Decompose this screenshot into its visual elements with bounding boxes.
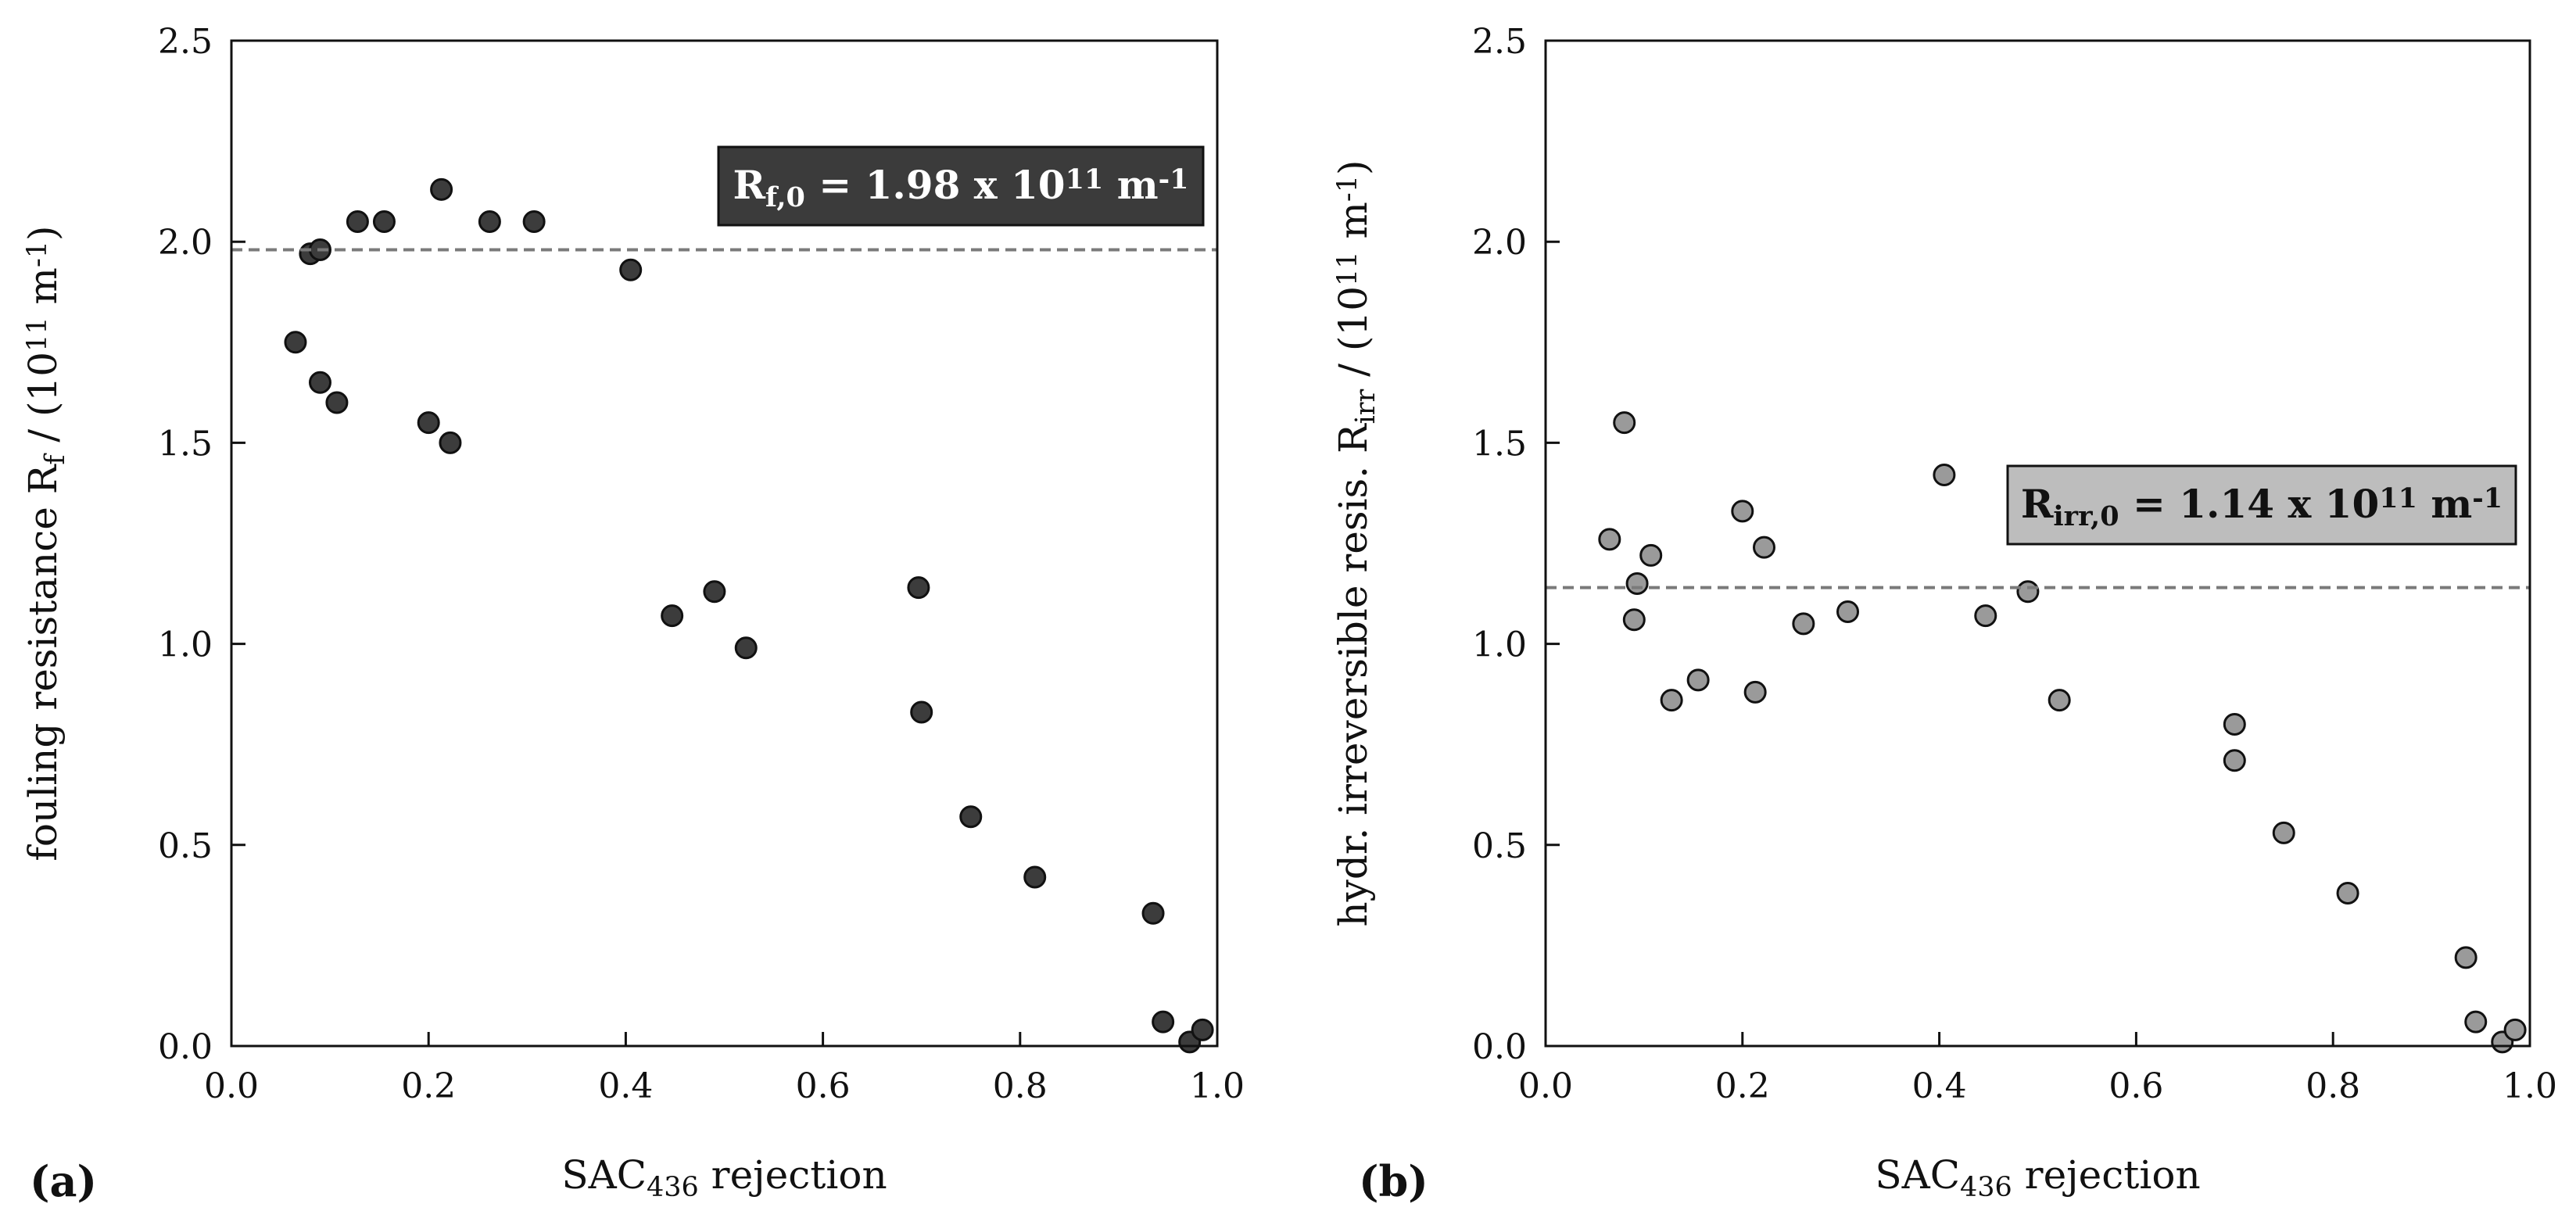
data-point xyxy=(2223,749,2246,772)
data-point xyxy=(430,177,453,201)
x-tick-label: 0.2 xyxy=(401,1066,456,1106)
panel-a-ticks: 0.0 0.2 0.4 0.6 0.8 1.0 0.0 0.5 1.0 1.5 2.0 2.5 xyxy=(158,22,1245,1106)
data-point xyxy=(1622,608,1646,632)
panel-b-x-axis-label: SAC436 rejection xyxy=(1875,1152,2200,1203)
x-tick-label: 0.4 xyxy=(598,1066,653,1106)
panel-a-reference-label: Rf,0 = 1.98 x 1011 m-1 xyxy=(733,162,1188,213)
data-point xyxy=(2503,1018,2527,1041)
data-point xyxy=(2336,882,2359,905)
data-point xyxy=(1152,1010,1175,1034)
x-tick-label: 1.0 xyxy=(2503,1066,2557,1106)
data-point xyxy=(1933,464,1956,487)
panel-a-label: (a) xyxy=(30,1156,97,1206)
x-tick-label: 0.8 xyxy=(2306,1066,2360,1106)
panel-a-reference-box xyxy=(717,145,1205,227)
data-point xyxy=(2464,1010,2488,1034)
data-point xyxy=(522,210,546,233)
panel-a: 0.0 0.2 0.4 0.6 0.8 1.0 0.0 0.5 1.0 1.5 2.0 2.5 Rf,… xyxy=(20,22,1245,1206)
y-tick-label: 0.5 xyxy=(158,826,213,866)
y-tick-label: 2.5 xyxy=(1472,22,1527,62)
data-point xyxy=(1141,901,1165,925)
panel-b-y-axis-label: hydr. irreversible resis. Rirr / (1011 m… xyxy=(1331,159,1381,926)
data-point xyxy=(284,331,307,354)
data-point xyxy=(346,210,369,233)
data-point xyxy=(1660,689,1683,712)
data-point xyxy=(2016,580,2040,604)
data-point xyxy=(703,580,726,604)
x-tick-label: 0.6 xyxy=(2108,1066,2163,1106)
y-tick-label: 2.0 xyxy=(158,223,213,263)
panel-a-x-axis-label: SAC436 rejection xyxy=(561,1152,887,1203)
panel-b-label: (b) xyxy=(1359,1156,1428,1206)
data-point xyxy=(1639,543,1663,567)
data-point xyxy=(478,210,501,233)
data-point xyxy=(1743,680,1767,704)
y-tick-label: 1.0 xyxy=(158,625,213,665)
data-point xyxy=(2272,821,2295,844)
x-tick-label: 0.4 xyxy=(1912,1066,1967,1106)
data-point xyxy=(907,576,930,600)
data-point xyxy=(417,411,440,435)
x-tick-label: 0.6 xyxy=(796,1066,851,1106)
data-point xyxy=(1836,600,1860,623)
data-point xyxy=(619,258,643,281)
data-point xyxy=(308,371,331,394)
data-point xyxy=(1191,1018,1214,1041)
data-point xyxy=(1752,536,1775,559)
x-tick-label: 0.2 xyxy=(1715,1066,1770,1106)
data-point xyxy=(910,700,933,724)
y-tick-label: 1.0 xyxy=(1472,625,1527,665)
data-point xyxy=(2048,689,2071,712)
data-point xyxy=(1598,528,1621,551)
data-point xyxy=(439,431,462,454)
data-point xyxy=(372,210,396,233)
data-point xyxy=(2454,946,2477,969)
panel-a-plot-frame xyxy=(230,39,1219,1048)
panel-a-y-axis-label: fouling resistance Rf / (1011 m-1) xyxy=(20,225,71,861)
data-point xyxy=(1731,500,1754,523)
x-tick-label: 0.0 xyxy=(1518,1066,1573,1106)
data-point xyxy=(2223,712,2246,736)
panel-a-points xyxy=(284,177,1214,1054)
data-point xyxy=(1686,668,1710,692)
y-tick-label: 1.5 xyxy=(158,424,213,464)
panel-b: 0.0 0.2 0.4 0.6 0.8 1.0 0.0 0.5 1.0 1.5 2.0 2.5 Rir… xyxy=(1331,22,2557,1206)
data-point xyxy=(1023,865,1047,889)
data-point xyxy=(1792,612,1815,636)
data-point xyxy=(325,391,349,414)
y-tick-label: 0.0 xyxy=(1472,1027,1527,1067)
data-point xyxy=(734,636,758,660)
data-point xyxy=(959,805,983,829)
panel-b-reference-label: Rirr,0 = 1.14 x 1011 m-1 xyxy=(2021,481,2503,532)
data-point xyxy=(661,604,684,628)
y-tick-label: 0.5 xyxy=(1472,826,1527,866)
data-point xyxy=(1613,411,1636,435)
data-point xyxy=(1625,571,1649,595)
y-tick-label: 2.5 xyxy=(158,22,213,62)
panel-b-ticks: 0.0 0.2 0.4 0.6 0.8 1.0 0.0 0.5 1.0 1.5 2.0 2.5 xyxy=(1472,22,2557,1106)
x-tick-label: 0.8 xyxy=(993,1066,1048,1106)
x-tick-label: 1.0 xyxy=(1190,1066,1245,1106)
panel-b-reference-box xyxy=(2006,464,2517,546)
y-tick-label: 2.0 xyxy=(1472,223,1527,263)
panel-b-plot-frame xyxy=(1544,39,2531,1048)
x-tick-label: 0.0 xyxy=(204,1066,259,1106)
y-tick-label: 0.0 xyxy=(158,1027,213,1067)
data-point xyxy=(1974,604,1997,628)
y-tick-label: 1.5 xyxy=(1472,424,1527,464)
